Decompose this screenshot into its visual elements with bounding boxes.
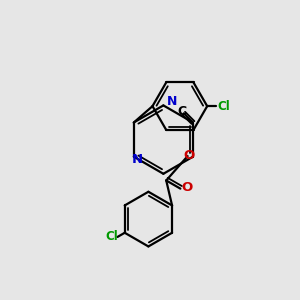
Text: C: C xyxy=(177,105,186,118)
Text: O: O xyxy=(183,149,194,162)
Text: N: N xyxy=(132,153,143,166)
Text: Cl: Cl xyxy=(217,100,230,113)
Text: O: O xyxy=(181,181,193,194)
Text: N: N xyxy=(167,95,177,108)
Text: Cl: Cl xyxy=(106,230,118,243)
